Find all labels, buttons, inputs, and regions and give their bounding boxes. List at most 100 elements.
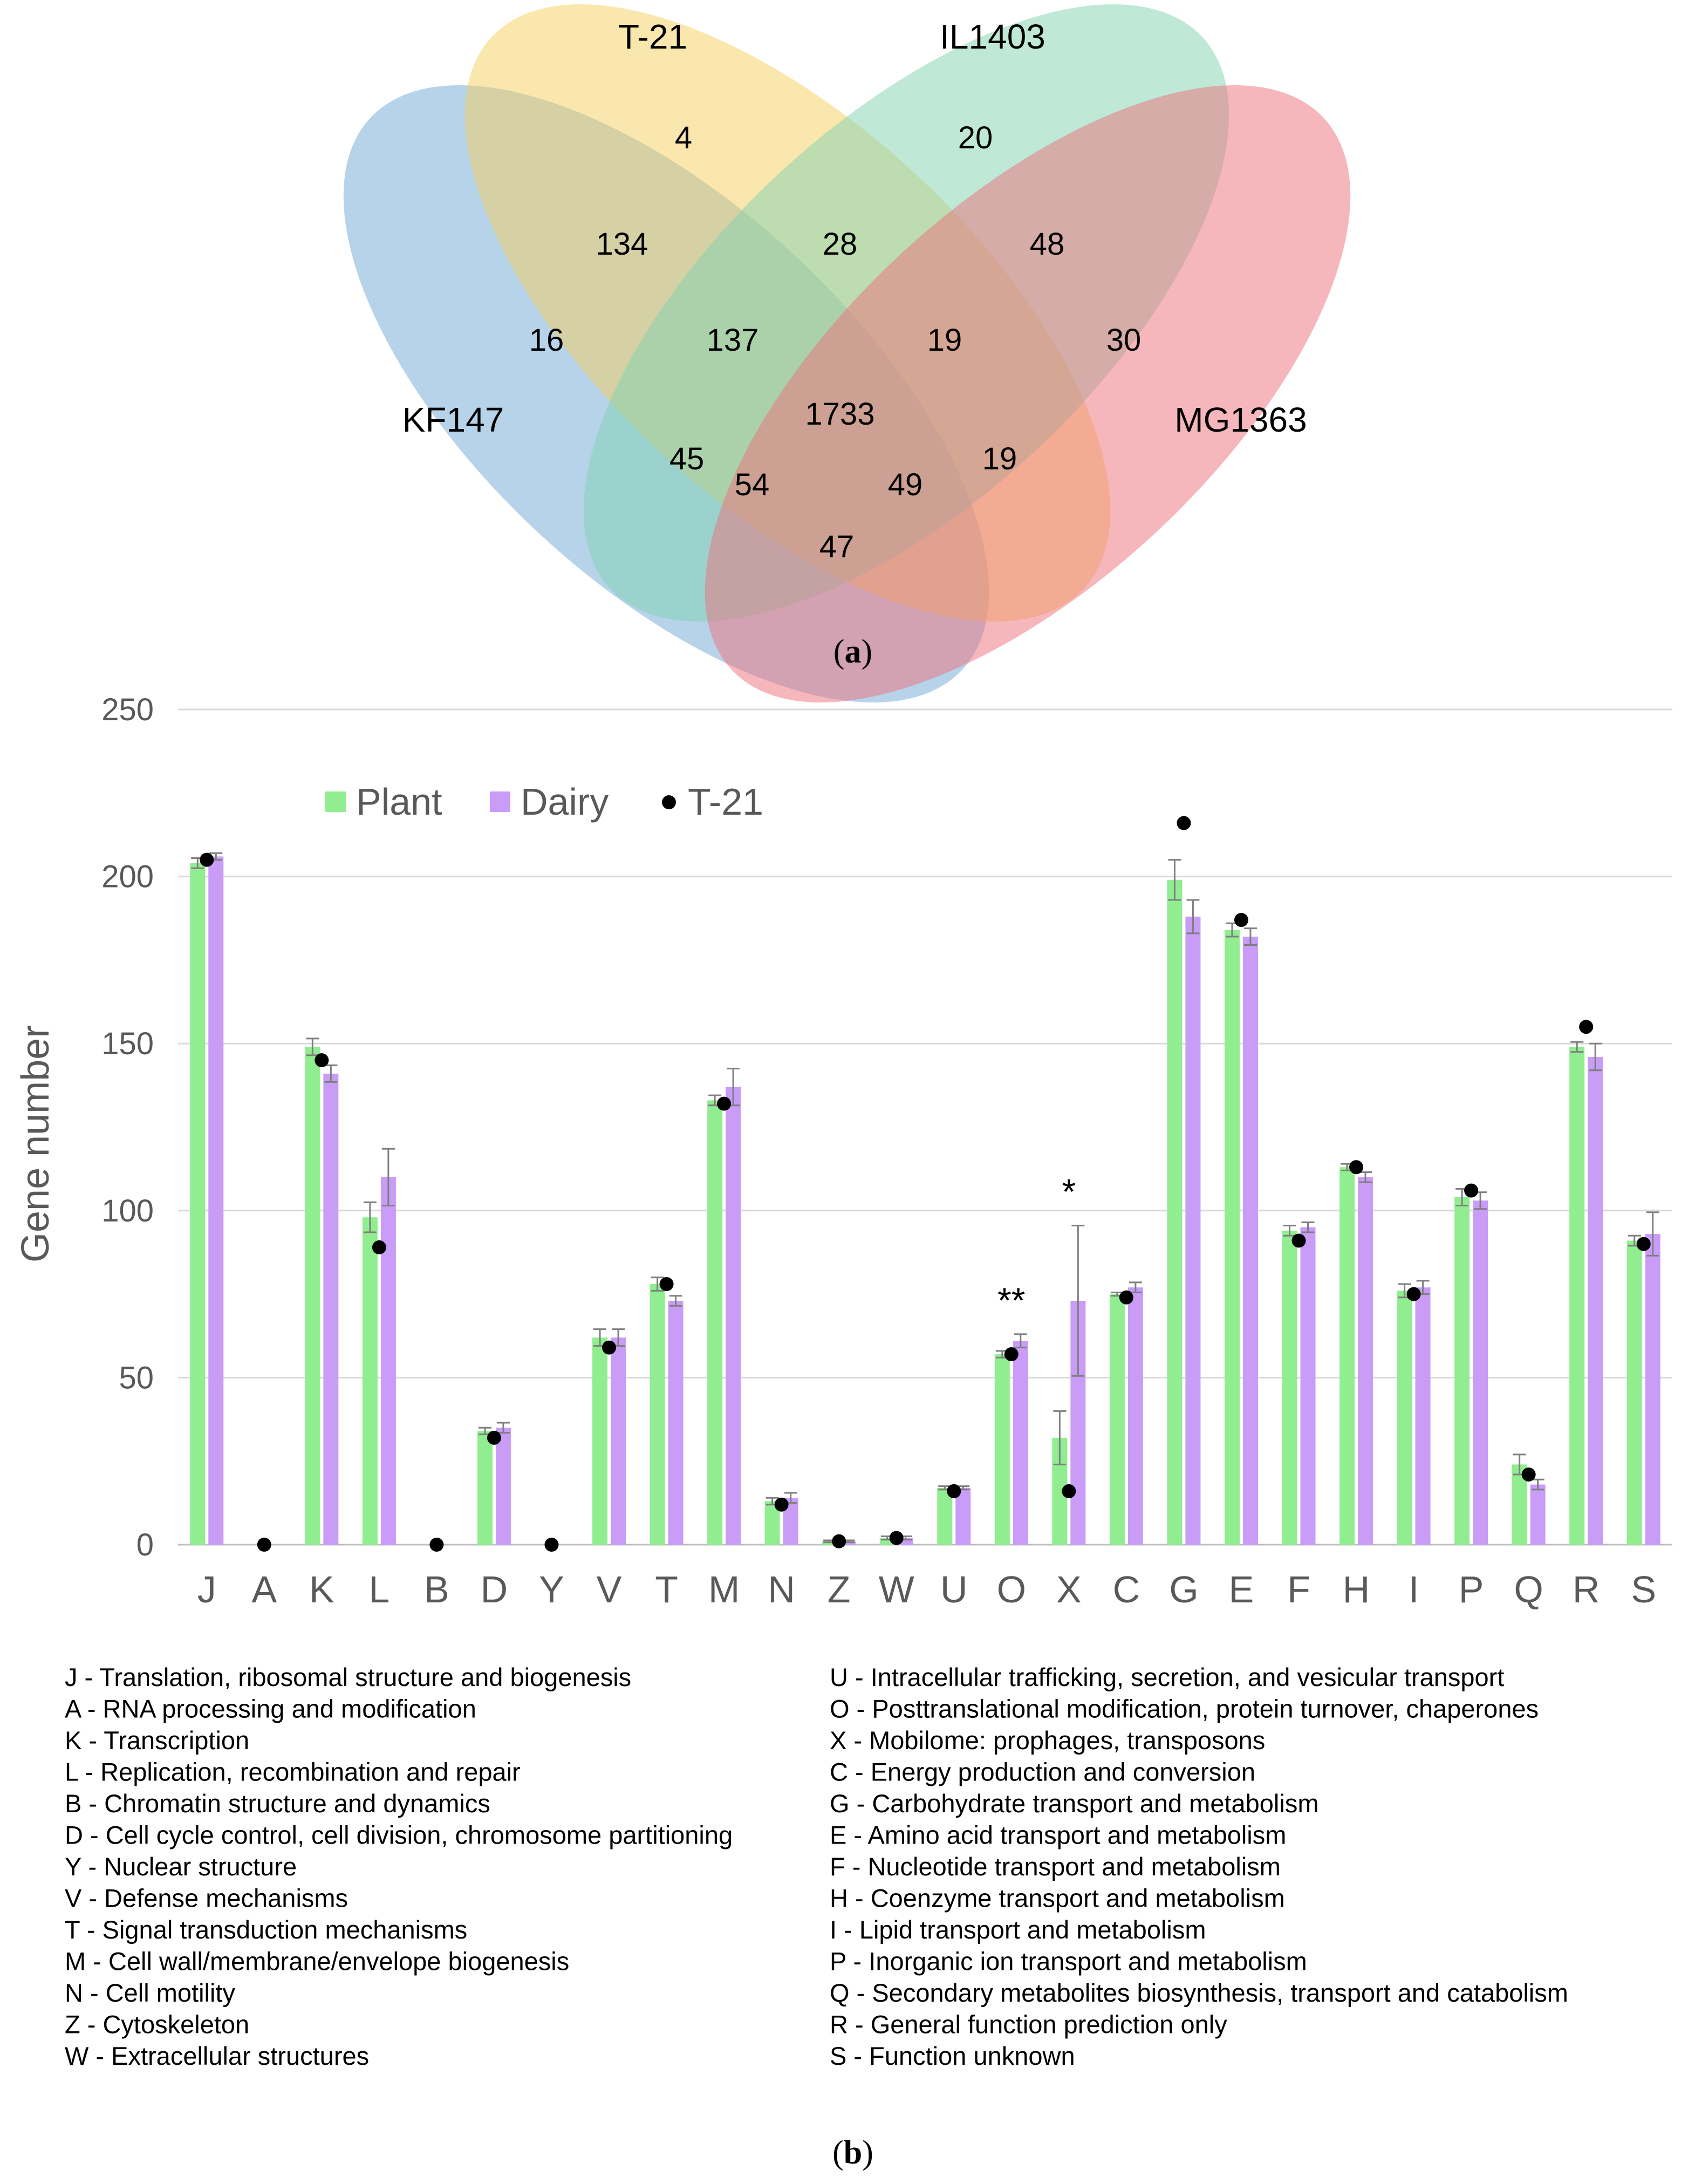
- x-tick-label: E: [1229, 1568, 1254, 1610]
- y-tick-label: 250: [101, 692, 154, 727]
- bar-dairy-T: [668, 1300, 684, 1545]
- t21-point-L: [372, 1240, 386, 1254]
- bar-plant-P: [1454, 1197, 1470, 1545]
- error-bar-dairy-R: [1589, 1042, 1602, 1071]
- bar-dairy-I: [1415, 1287, 1431, 1545]
- bar-dairy-F: [1300, 1227, 1316, 1545]
- error-bars: [191, 852, 1659, 1544]
- bar-plant-V: [592, 1337, 608, 1545]
- bar-dairy-C: [1127, 1287, 1143, 1545]
- bar-plant-K: [305, 1047, 320, 1545]
- bar-plant-F: [1282, 1230, 1297, 1545]
- venn-count-kf147-only: 16: [529, 323, 564, 358]
- bar-dairy-V: [611, 1337, 626, 1545]
- venn-count-t21-il1403-mg1363: 19: [927, 323, 962, 358]
- bar-dairy-R: [1588, 1056, 1603, 1545]
- significance-marks: ***: [997, 1172, 1076, 1320]
- venn-count-il1403-only: 20: [958, 120, 993, 155]
- t21-point-V: [602, 1340, 617, 1355]
- venn-count-t21-il1403: 28: [823, 227, 858, 262]
- t21-point-Q: [1521, 1467, 1536, 1482]
- legend-swatch-dairy: [490, 791, 510, 812]
- venn-diagram: T-21 IL1403 KF147 MG1363 4 20 134 28 48 …: [343, 4, 1351, 702]
- cog-description-item: M - Cell wall/membrane/envelope biogenes…: [65, 1947, 569, 1976]
- venn-count-mg1363-only: 30: [1106, 323, 1142, 358]
- bar-plant-L: [362, 1217, 378, 1545]
- x-tick-label: L: [368, 1568, 389, 1610]
- venn-ellipse-mg1363: [705, 85, 1351, 702]
- cog-description-item: D - Cell cycle control, cell division, c…: [65, 1821, 733, 1849]
- bar-plant-R: [1569, 1047, 1585, 1545]
- venn-count-t21-mg1363: 19: [982, 441, 1017, 476]
- error-bar-dairy-X: [1071, 1225, 1085, 1377]
- cog-descriptions-left: J - Translation, ribosomal structure and…: [65, 1663, 733, 2070]
- bar-plant-O: [994, 1354, 1010, 1545]
- cog-description-item: B - Chromatin structure and dynamics: [65, 1789, 490, 1818]
- cog-description-item: C - Energy production and conversion: [830, 1758, 1255, 1786]
- bar-plant-D: [477, 1431, 493, 1545]
- cog-description-item: R - General function prediction only: [830, 2010, 1227, 2039]
- gridlines: [178, 708, 1672, 1546]
- t21-point-S: [1636, 1237, 1651, 1251]
- venn-count-t21-only: 4: [675, 120, 692, 155]
- t21-point-U: [947, 1484, 961, 1498]
- x-tick-label: Z: [828, 1568, 851, 1610]
- error-bar-dairy-G: [1186, 899, 1200, 934]
- venn-label-t21: T-21: [618, 17, 687, 56]
- bar-dairy-S: [1645, 1234, 1660, 1545]
- t21-point-F: [1291, 1233, 1306, 1248]
- legend-label-t21: T-21: [688, 781, 763, 823]
- cog-description-item: F - Nucleotide transport and metabolism: [830, 1852, 1281, 1881]
- cog-description-item: V - Defense mechanisms: [65, 1884, 348, 1913]
- x-tick-label: A: [251, 1568, 277, 1610]
- cog-description-item: T - Signal transduction mechanisms: [65, 1915, 467, 1944]
- venn-count-kf147-mg1363: 47: [819, 529, 855, 564]
- cog-description-item: Z - Cytoskeleton: [65, 2010, 249, 2039]
- error-bar-dairy-T: [669, 1295, 682, 1307]
- x-tick-label: R: [1573, 1568, 1600, 1610]
- x-tick-label: G: [1169, 1568, 1198, 1610]
- y-axis-ticks: 0 50 100 150 200 250: [101, 692, 154, 1562]
- t21-point-P: [1464, 1183, 1479, 1198]
- x-tick-label: M: [708, 1568, 740, 1610]
- bar-plant-T: [650, 1284, 665, 1545]
- t21-point-Z: [832, 1534, 846, 1548]
- y-tick-label: 200: [101, 859, 154, 895]
- x-tick-label: Q: [1514, 1568, 1543, 1610]
- significance-mark-O: **: [997, 1280, 1025, 1320]
- t21-point-B: [429, 1538, 444, 1552]
- t21-point-N: [774, 1497, 789, 1512]
- chart-legend: Plant Dairy T-21: [325, 781, 763, 823]
- t21-point-H: [1349, 1160, 1364, 1175]
- panel-label-a-letter: a: [845, 633, 862, 670]
- venn-count-kf147-il1403-mg1363: 54: [735, 467, 770, 502]
- cog-description-item: Y - Nuclear structure: [65, 1852, 297, 1881]
- cog-description-item: H - Coenzyme transport and metabolism: [830, 1884, 1285, 1913]
- error-bar-dairy-O: [1014, 1333, 1027, 1349]
- bar-plant-M: [707, 1100, 723, 1545]
- t21-points: [200, 816, 1651, 1552]
- x-tick-label: F: [1287, 1568, 1310, 1610]
- cog-description-item: N - Cell motility: [65, 1978, 235, 2007]
- x-tick-label: V: [597, 1568, 622, 1610]
- x-tick-label: X: [1056, 1568, 1082, 1610]
- bar-plant-I: [1397, 1291, 1412, 1545]
- cog-description-item: J - Translation, ribosomal structure and…: [65, 1663, 631, 1691]
- x-tick-label: C: [1113, 1568, 1140, 1610]
- legend-marker-t21: [662, 795, 676, 809]
- x-tick-label: O: [997, 1568, 1026, 1610]
- bar-dairy-Q: [1530, 1484, 1546, 1545]
- t21-point-G: [1177, 816, 1191, 830]
- y-tick-label: 150: [101, 1026, 154, 1061]
- error-bar-dairy-S: [1646, 1211, 1659, 1257]
- bar-plant-S: [1626, 1240, 1642, 1545]
- x-tick-label: P: [1459, 1568, 1484, 1610]
- t21-point-A: [257, 1538, 271, 1552]
- bar-dairy-L: [380, 1177, 396, 1545]
- venn-label-mg1363: MG1363: [1174, 400, 1307, 439]
- cog-description-item: P - Inorganic ion transport and metaboli…: [830, 1947, 1307, 1976]
- x-tick-label: Y: [539, 1568, 564, 1610]
- cog-description-item: O - Posttranslational modification, prot…: [830, 1695, 1539, 1723]
